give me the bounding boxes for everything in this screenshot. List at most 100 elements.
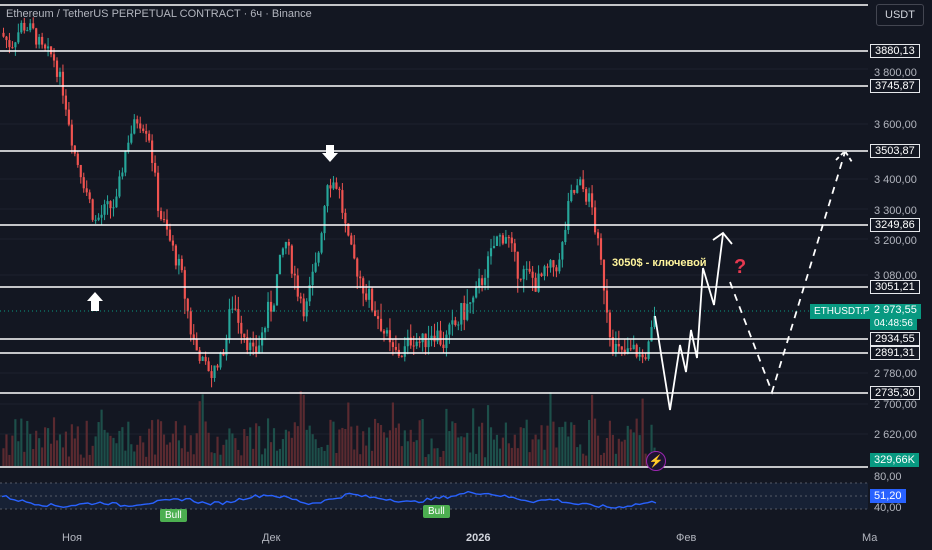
candle-body — [299, 296, 302, 299]
volume-bar — [397, 423, 400, 466]
volume-bar — [335, 453, 338, 466]
volume-bar — [73, 438, 76, 466]
time-label-feb: Фев — [676, 532, 697, 544]
candle-body — [513, 243, 516, 252]
volume-bar — [573, 424, 576, 466]
volume-bar — [11, 435, 14, 466]
volume-bar — [305, 429, 308, 466]
volume-bar — [207, 432, 210, 466]
candle-body — [528, 268, 531, 272]
volume-bar — [472, 408, 475, 466]
volume-bar — [516, 448, 519, 466]
projection-path-solid — [654, 233, 724, 411]
volume-bar — [365, 445, 368, 466]
candle-body — [133, 119, 136, 134]
symbol-price-tag: ETHUSDT.P — [810, 304, 874, 319]
volume-bar — [638, 435, 641, 466]
volume-bar — [602, 452, 606, 466]
candle-body — [112, 207, 115, 209]
candle-body — [525, 268, 528, 270]
volume-bar — [61, 447, 65, 466]
volume-bar — [385, 437, 389, 466]
volume-bar — [49, 443, 53, 466]
candle-body — [469, 302, 472, 304]
candle-body — [546, 266, 549, 268]
candle-body — [362, 278, 365, 294]
candle-body — [115, 196, 118, 208]
volume-bar — [359, 454, 362, 466]
currency-selector[interactable]: USDT — [876, 4, 924, 26]
candle-body — [192, 334, 195, 340]
volume-bar — [278, 448, 282, 466]
level-lines — [0, 50, 868, 394]
volume-bar — [219, 454, 222, 466]
candle-body — [314, 262, 317, 272]
volume-bar — [269, 442, 273, 466]
volume-bar — [486, 405, 490, 466]
candle-body — [61, 71, 65, 96]
level-price-tag: 3745,87 — [870, 79, 920, 93]
candle-body — [641, 354, 644, 358]
candle-body — [168, 229, 172, 241]
candle-body — [353, 244, 356, 259]
candle-body — [14, 42, 17, 48]
candle-body — [409, 337, 412, 346]
volume-bar — [64, 431, 67, 466]
candle-body — [576, 185, 579, 193]
volume-bar — [626, 425, 629, 466]
volume-bar — [281, 439, 285, 466]
candle-body — [118, 176, 121, 197]
candle-body — [127, 142, 130, 151]
volume-bar — [338, 429, 341, 466]
candle-body — [335, 182, 338, 189]
candle-body — [156, 172, 160, 211]
candle-body — [516, 251, 519, 279]
candle-body — [145, 130, 148, 134]
candle-body — [293, 273, 296, 276]
volume-bar — [329, 419, 332, 466]
volume-bar — [546, 425, 549, 466]
volume-bar — [644, 453, 647, 466]
arrow-up-marker — [87, 292, 103, 311]
price-axis-label: 3 800,00 — [874, 67, 917, 79]
volume-bar — [596, 435, 600, 466]
candle-body — [73, 145, 76, 154]
bull-divergence-label: Bull — [160, 509, 187, 522]
volume-bar — [106, 432, 109, 466]
volume-bar — [201, 394, 204, 466]
volume-bar — [376, 423, 380, 466]
volume-bar — [332, 421, 335, 466]
candle-body — [534, 277, 537, 292]
candle-body — [269, 301, 273, 312]
candle-body — [632, 344, 635, 350]
candle-body — [139, 123, 142, 129]
lightning-icon[interactable]: ⚡ — [646, 451, 666, 471]
arrow-down-marker — [322, 145, 338, 162]
volume-bar — [130, 444, 133, 466]
candle-body — [243, 333, 246, 338]
volume-bar — [552, 421, 555, 466]
candle-body — [359, 276, 362, 279]
candle-body — [626, 348, 629, 354]
price-axis[interactable]: 3 800,00 3 600,00 3 400,00 3 300,00 3 200,00… — [874, 67, 917, 441]
volume-bar — [151, 420, 154, 466]
candle-body — [311, 271, 314, 286]
candle-body — [79, 164, 82, 178]
candle-body — [653, 316, 656, 328]
level-price-tag: 2934,55 — [870, 332, 920, 346]
volume-bar — [433, 448, 436, 466]
volume-bar — [495, 434, 499, 466]
volume-bar — [451, 421, 454, 466]
volume-bar — [454, 423, 457, 466]
volume-bar — [20, 418, 23, 466]
candle-body — [424, 333, 427, 348]
symbol-title[interactable]: Ethereum / TetherUS PERPETUAL CONTRACT ·… — [6, 8, 312, 20]
volume-bar — [94, 436, 97, 466]
candle-body — [308, 285, 311, 302]
candle-body — [246, 337, 249, 351]
volume-bar — [534, 434, 537, 466]
volume-bar — [558, 427, 561, 466]
volume-bar — [142, 442, 145, 466]
time-label-mar: Ма — [862, 532, 878, 544]
